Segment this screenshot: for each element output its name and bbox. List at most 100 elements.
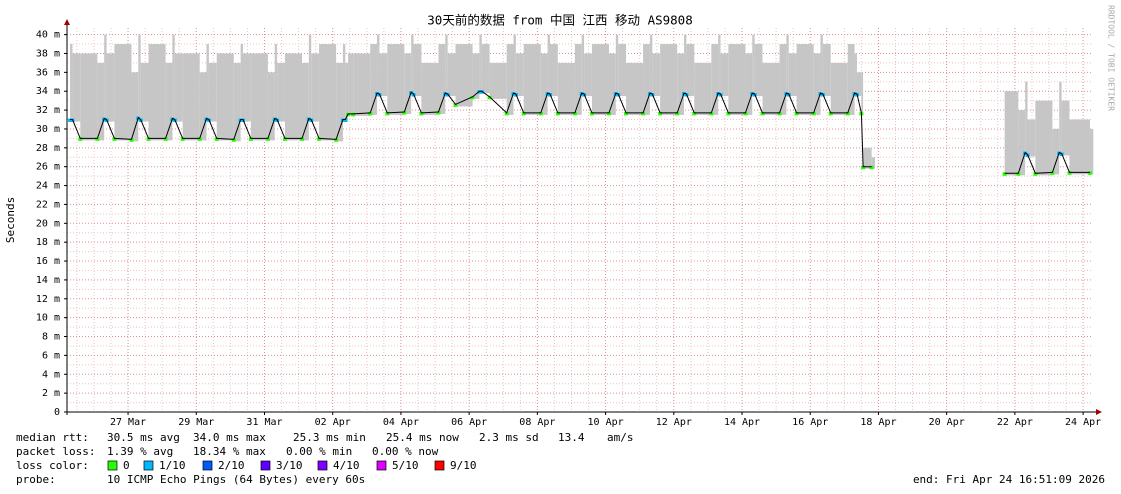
smoke [643,44,650,115]
smoke [277,62,285,122]
smoke [240,44,244,122]
smoke [308,34,312,121]
smoke [711,44,719,115]
loss-marker [385,111,390,116]
loss-marker [112,137,117,141]
smoke [786,34,789,96]
smoke [182,53,200,141]
smoke [274,44,278,121]
x-tick-label: 06 Apr [451,417,487,428]
x-tick-label: 10 Apr [588,417,624,428]
smoke [243,53,251,122]
stat-label: packet loss: [16,445,95,458]
smoke [649,34,653,96]
y-tick-label: 32 m [36,105,60,116]
loss-marker [163,137,168,141]
loss-marker [743,111,748,116]
smoke [523,44,541,115]
chart-title: 30天前的数据 from 中国 江西 移动 AS9808 [427,13,692,28]
smoke [626,62,644,115]
smoke [581,34,585,96]
loss-marker [214,137,219,141]
y-tick-label: 28 m [36,143,60,154]
smoke [779,44,787,115]
legend-label: 3/10 [276,459,303,472]
loss-marker [334,138,339,142]
stat-value: 2.3 ms sd [479,431,539,444]
loss-marker [78,137,83,141]
smoke [1018,110,1026,176]
loss-marker [521,111,526,116]
smoke [445,34,448,96]
legend-swatch [107,460,118,471]
smoke [684,34,687,96]
y-tick-label: 12 m [36,294,60,305]
legend-swatch [202,460,213,471]
smoke [847,44,855,115]
smoke [208,62,217,122]
smoke [311,53,320,122]
loss-marker [477,90,482,94]
y-tick-label: 40 m [36,30,60,41]
loss-marker [453,103,458,107]
smoke [856,72,862,97]
smoke [752,34,755,96]
x-tick-label: 18 Apr [860,417,896,428]
loss-marker [845,111,850,116]
loss-marker [1002,172,1007,176]
smoke [574,44,582,115]
legend-label: 4/10 [333,459,360,472]
smoke [557,62,575,115]
loss-marker [248,137,253,141]
end-time: end: Fri Apr 24 16:51:09 2026 [913,473,1105,486]
smoke [1004,91,1019,176]
stat-value: 18.34 % max [193,445,266,458]
y-tick-label: 24 m [36,181,60,192]
loss-marker [1050,171,1055,175]
smoke [861,72,864,115]
x-axis-arrow [1096,409,1102,415]
smoke [413,44,422,97]
legend-swatch [260,460,271,471]
smoke [745,53,753,115]
stat-value: 0.00 % now [372,445,439,458]
loss-marker [504,111,509,116]
stat-value: 30.5 ms avg [107,431,180,444]
loss-marker [861,165,866,170]
y-tick-label: 34 m [36,86,60,97]
smoke [455,44,473,107]
loss-marker [760,111,765,116]
loss-marker [555,111,560,116]
smoke [387,44,405,115]
stat-value: am/s [607,431,634,444]
loss-marker [343,118,348,123]
smoke [796,44,814,115]
smoke [506,44,514,115]
smoke [694,62,712,115]
smoke [114,44,132,141]
loss-marker [479,90,484,94]
y-tick-label: 20 m [36,218,60,229]
smoke [411,34,414,95]
smoke [106,53,115,122]
smoke [754,44,763,97]
y-tick-label: 0 [54,407,60,418]
stat-value: 25.3 ms min [293,431,366,444]
x-tick-label: 02 Apr [315,417,351,428]
smoke [1052,128,1060,175]
smoke [216,53,234,141]
loss-marker [300,137,305,141]
smoke [788,53,797,97]
smoke [472,53,480,99]
loss-marker [1033,172,1038,176]
smoke [720,53,729,97]
median-line [70,90,872,168]
loss-marker [197,137,202,141]
stat-label: probe: [16,473,56,486]
smoke [284,53,303,141]
y-tick-label: 14 m [36,275,60,286]
smoke [438,44,446,114]
smoke [233,62,241,142]
x-tick-label: 16 Apr [792,417,828,428]
loss-marker [1016,172,1021,176]
